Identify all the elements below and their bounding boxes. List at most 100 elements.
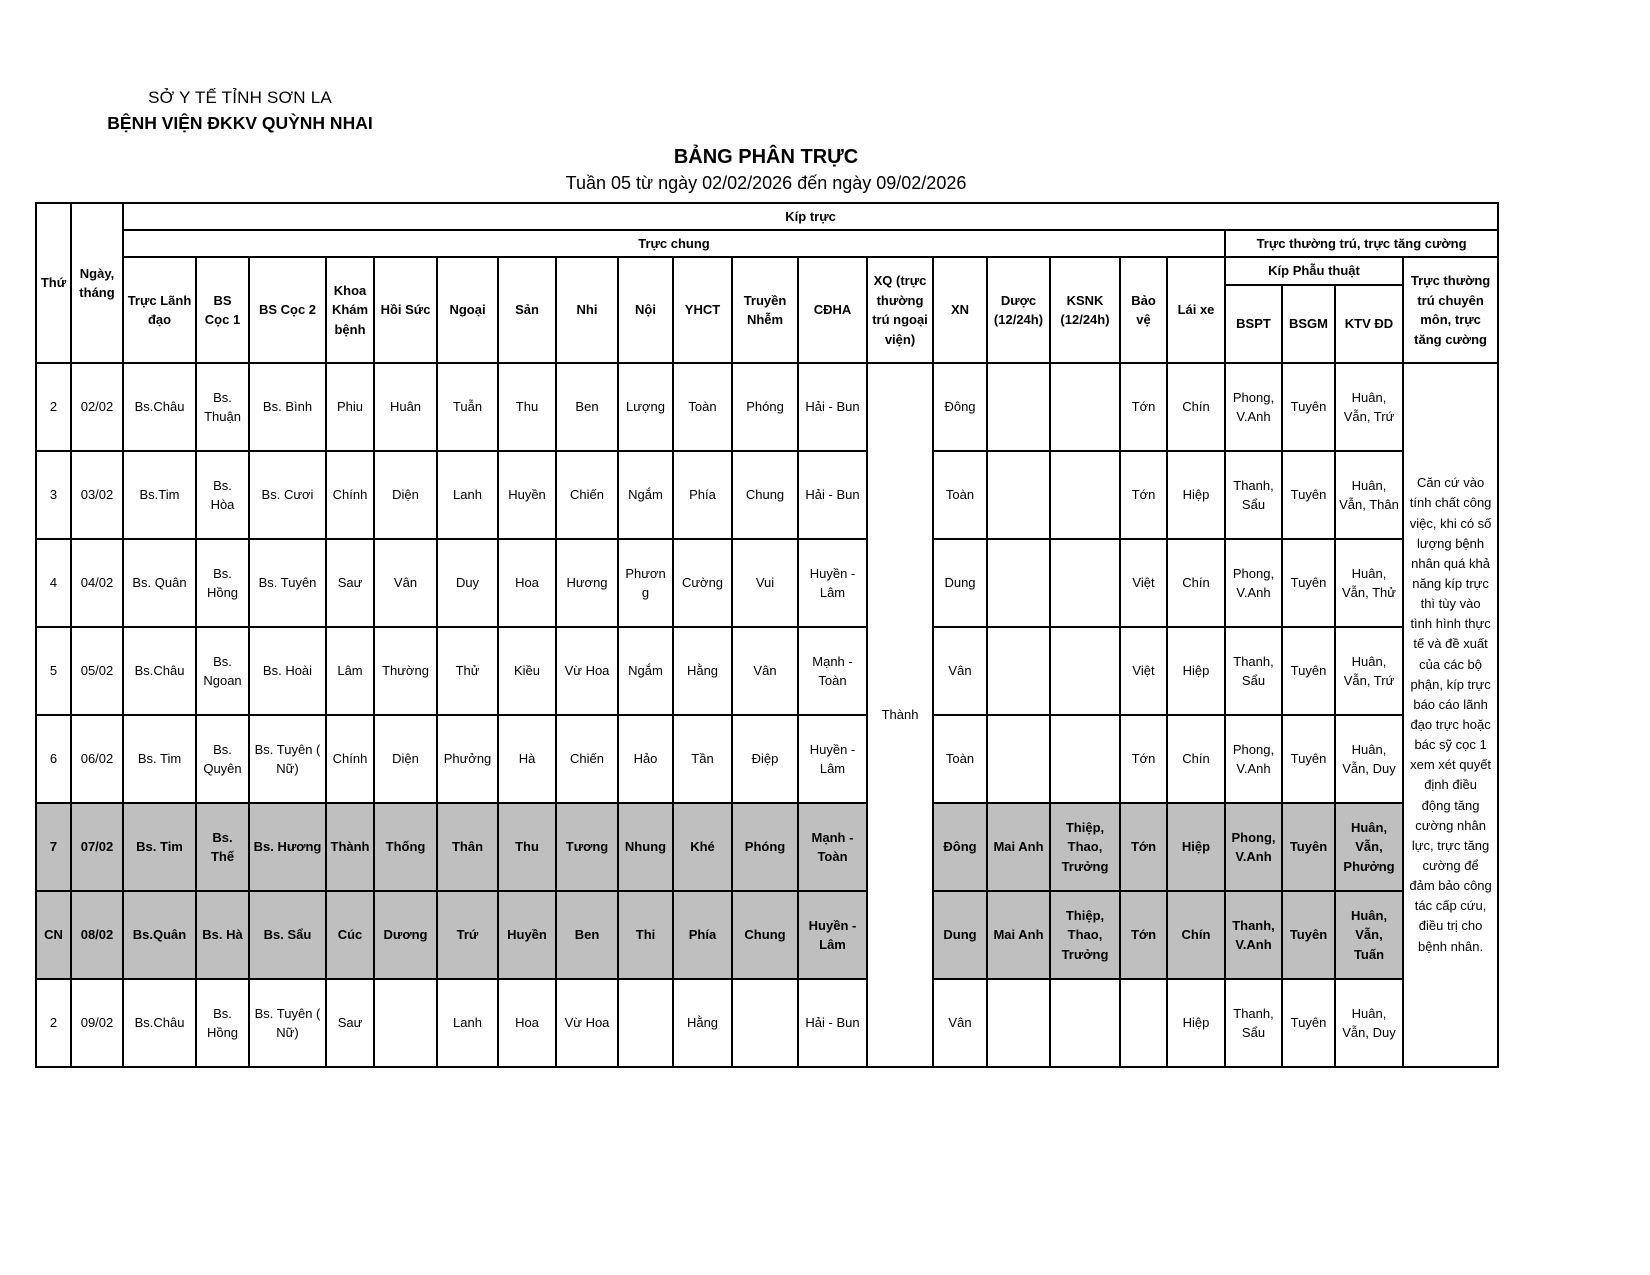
cell-coc1: Bs. Hồng	[195, 538, 250, 628]
cell-cdha: Mạnh - Toàn	[797, 626, 868, 716]
cell-bao-ve: Việt	[1119, 626, 1168, 716]
cell-ktv-dd: Huân, Vẫn, Trứ	[1334, 626, 1404, 716]
cell-thu: 2	[35, 362, 72, 452]
header-truc-lanh-dao: Trực Lãnh đạo	[122, 256, 197, 364]
cell-ngoai: Lanh	[436, 450, 499, 540]
header-lai-xe: Lái xe	[1166, 256, 1226, 364]
cell-ksnk: Thiệp, Thao, Trưởng	[1049, 802, 1121, 892]
cell-san: Hoa	[497, 538, 557, 628]
cell-noi: Ngắm	[617, 450, 674, 540]
cell-ksnk: Thiệp, Thao, Trưởng	[1049, 890, 1121, 980]
header-ngoai: Ngoại	[436, 256, 499, 364]
cell-coc1: Bs. Quyên	[195, 714, 250, 804]
cell-ngoai: Thân	[436, 802, 499, 892]
cell-hoi-suc: Vân	[373, 538, 438, 628]
cell-noi	[617, 978, 674, 1068]
cell-ksnk	[1049, 538, 1121, 628]
cell-ngay: 04/02	[70, 538, 124, 628]
cell-ngay: 06/02	[70, 714, 124, 804]
cell-yhct: Phía	[672, 450, 733, 540]
cell-kham-benh: Chính	[325, 714, 375, 804]
cell-bsgm: Tuyên	[1281, 626, 1336, 716]
cell-bspt: Thanh, Sẩu	[1224, 626, 1283, 716]
roster-row-02-02: 2 02/02 Bs.Châu Bs. Thuận Bs. Bình Phiu Huân Tu…	[35, 362, 1500, 1068]
cell-lanh-dao: Bs. Tim	[122, 802, 197, 892]
cell-lanh-dao: Bs.Châu	[122, 362, 197, 452]
cell-coc1: Bs. Thế	[195, 802, 250, 892]
org-header: SỞ Y TẾ TỈNH SƠN LA BỆNH VIỆN ĐKKV QUỲNH…	[90, 88, 390, 134]
cell-kham-benh: Lâm	[325, 626, 375, 716]
page-subtitle: Tuần 05 từ ngày 02/02/2026 đến ngày 09/0…	[565, 173, 967, 193]
cell-noi: Phương	[617, 538, 674, 628]
cell-cdha: Hải - Bun	[797, 450, 868, 540]
cell-hoi-suc: Diện	[373, 450, 438, 540]
cell-xn: Vân	[932, 626, 988, 716]
roster-body: 2 02/02 Bs.Châu Bs. Thuận Bs. Bình Phiu Huân Tu…	[35, 362, 1500, 1068]
cell-xn: Toàn	[932, 450, 988, 540]
roster-row-09-02: 2 09/02 Bs.Châu Bs. Hồng Bs. Tuyên ( Nữ) Saư L…	[35, 978, 1498, 1068]
cell-duoc: Mai Anh	[986, 890, 1051, 980]
header-khoa-kham-benh: Khoa Khám bệnh	[325, 256, 375, 364]
cell-nhi: Chiến	[555, 714, 619, 804]
cell-truyen-nhiem: Vân	[731, 626, 799, 716]
cell-coc2: Bs. Hương	[248, 802, 327, 892]
cell-coc2: Bs. Tuyên ( Nữ)	[248, 978, 327, 1068]
cell-nhi: Vừ Hoa	[555, 978, 619, 1068]
cell-bspt: Thanh, V.Anh	[1224, 890, 1283, 980]
cell-ngay: 02/02	[70, 362, 124, 452]
cell-xn: Vân	[932, 978, 988, 1068]
cell-ngoai: Duy	[436, 538, 499, 628]
cell-yhct: Hằng	[672, 978, 733, 1068]
cell-san: Huyền	[497, 890, 557, 980]
cell-ngoai: Tuẫn	[436, 362, 499, 452]
cell-thu: 6	[35, 714, 72, 804]
cell-bao-ve	[1119, 978, 1168, 1068]
header-hoi-suc: Hồi Sức	[373, 256, 438, 364]
title-block: BẢNG PHÂN TRỰC Tuần 05 từ ngày 02/02/202…	[35, 146, 1497, 194]
header-ngay-thang: Ngày, tháng	[70, 202, 124, 364]
cell-ktv-dd: Huân, Vẫn, Duy	[1334, 714, 1404, 804]
cell-san: Thu	[497, 802, 557, 892]
cell-noi: Ngắm	[617, 626, 674, 716]
cell-bspt: Phong, V.Anh	[1224, 714, 1283, 804]
cell-coc2: Bs. Bình	[248, 362, 327, 452]
cell-lanh-dao: Bs. Quân	[122, 538, 197, 628]
cell-lanh-dao: Bs.Châu	[122, 978, 197, 1068]
cell-ktv-dd: Huân, Vẫn, Tuấn	[1334, 890, 1404, 980]
org-name-line2: BỆNH VIỆN ĐKKV QUỲNH NHAI	[107, 113, 373, 133]
cell-lai-xe: Hiệp	[1166, 450, 1226, 540]
cell-bsgm: Tuyên	[1281, 538, 1336, 628]
cell-yhct: Phía	[672, 890, 733, 980]
cell-cdha: Mạnh - Toàn	[797, 802, 868, 892]
cell-cdha: Hải - Bun	[797, 978, 868, 1068]
cell-kham-benh: Saư	[325, 538, 375, 628]
header-truyen-nhiem: Truyền Nhễm	[731, 256, 799, 364]
cell-bao-ve: Việt	[1119, 538, 1168, 628]
cell-truyen-nhiem: Điệp	[731, 714, 799, 804]
cell-yhct: Toàn	[672, 362, 733, 452]
cell-nhi: Tương	[555, 802, 619, 892]
cell-lai-xe: Chín	[1166, 362, 1226, 452]
cell-bao-ve: Tớn	[1119, 890, 1168, 980]
cell-bspt: Phong, V.Anh	[1224, 362, 1283, 452]
cell-bspt: Thanh, Sẩu	[1224, 978, 1283, 1068]
roster-row-04-02: 4 04/02 Bs. Quân Bs. Hồng Bs. Tuyên Saư Vân Duy…	[35, 538, 1498, 628]
cell-ngay: 07/02	[70, 802, 124, 892]
cell-cdha: Hải - Bun	[797, 362, 868, 452]
cell-nhi: Hương	[555, 538, 619, 628]
roster-row-03-02: 3 03/02 Bs.Tim Bs. Hòa Bs. Cươi Chính Diện Lanh…	[35, 450, 1498, 540]
cell-kham-benh: Cúc	[325, 890, 375, 980]
cell-ngay: 03/02	[70, 450, 124, 540]
cell-ktv-dd: Huân, Vẫn, Thân	[1334, 450, 1404, 540]
cell-note-merged: Căn cứ vào tính chất công việc, khi có s…	[1401, 362, 1500, 1068]
cell-bspt: Phong, V.Anh	[1224, 538, 1283, 628]
cell-coc1: Bs. Hà	[195, 890, 250, 980]
cell-thu: 7	[35, 802, 72, 892]
roster-row-08-02: CN 08/02 Bs.Quân Bs. Hà Bs. Sẩu Cúc Dương Trứ Hu…	[35, 890, 1498, 980]
cell-lai-xe: Chín	[1166, 714, 1226, 804]
cell-lai-xe: Chín	[1166, 538, 1226, 628]
cell-bao-ve: Tớn	[1119, 362, 1168, 452]
cell-lai-xe: Hiệp	[1166, 626, 1226, 716]
header-kip-truc: Kíp trực	[121, 202, 1500, 231]
